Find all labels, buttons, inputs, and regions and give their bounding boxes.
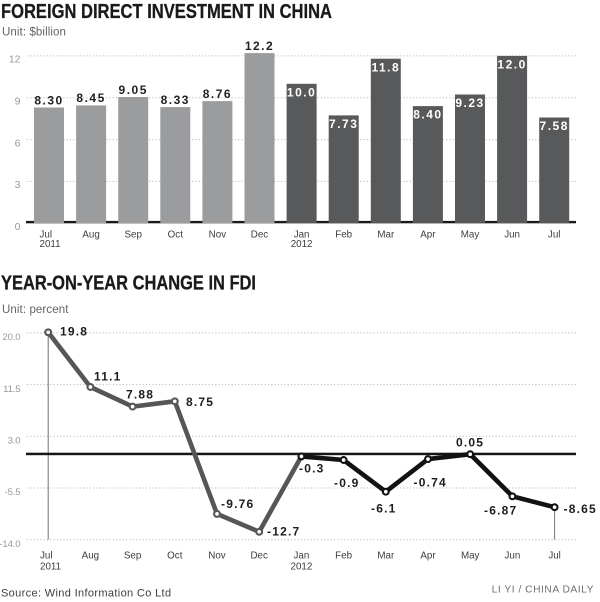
- svg-text:-14.0: -14.0: [0, 539, 21, 550]
- svg-text:12.2: 12.2: [245, 39, 274, 53]
- svg-text:Oct: Oct: [168, 230, 184, 241]
- svg-text:Nov: Nov: [208, 550, 226, 561]
- svg-text:20.0: 20.0: [2, 332, 20, 343]
- svg-text:-12.7: -12.7: [267, 525, 300, 539]
- svg-text:2011: 2011: [40, 239, 61, 250]
- svg-text:Feb: Feb: [335, 550, 352, 561]
- svg-text:-5.5: -5.5: [5, 487, 21, 498]
- svg-text:Jan: Jan: [294, 230, 310, 241]
- svg-text:FOREIGN DIRECT INVESTMENT IN C: FOREIGN DIRECT INVESTMENT IN CHINA: [1, 1, 332, 23]
- svg-text:6: 6: [15, 137, 21, 149]
- svg-text:10.0: 10.0: [287, 85, 316, 99]
- svg-text:-0.3: -0.3: [299, 462, 324, 476]
- svg-text:Oct: Oct: [167, 550, 183, 561]
- svg-text:-6.1: -6.1: [371, 502, 396, 516]
- svg-text:2012: 2012: [291, 239, 313, 250]
- svg-text:LI YI / CHINA DAILY: LI YI / CHINA DAILY: [492, 585, 594, 596]
- svg-text:-8.65: -8.65: [564, 502, 597, 516]
- svg-text:8.45: 8.45: [76, 91, 105, 105]
- svg-text:Dec: Dec: [250, 550, 268, 561]
- svg-text:Sep: Sep: [124, 230, 142, 241]
- svg-text:May: May: [461, 550, 480, 561]
- svg-text:Apr: Apr: [420, 550, 436, 561]
- svg-text:8.76: 8.76: [203, 87, 232, 101]
- svg-text:Mar: Mar: [377, 550, 395, 561]
- svg-text:Unit: $billion: Unit: $billion: [2, 27, 66, 39]
- svg-text:9: 9: [15, 96, 21, 108]
- svg-text:9.05: 9.05: [119, 83, 148, 97]
- svg-text:19.8: 19.8: [60, 325, 88, 339]
- svg-text:Unit: percent: Unit: percent: [2, 304, 69, 316]
- svg-text:YEAR-ON-YEAR CHANGE IN FDI: YEAR-ON-YEAR CHANGE IN FDI: [1, 273, 256, 295]
- svg-text:0.05: 0.05: [456, 436, 484, 450]
- svg-text:12.0: 12.0: [497, 58, 526, 72]
- svg-text:Jan: Jan: [294, 550, 310, 561]
- svg-text:8.75: 8.75: [186, 395, 214, 409]
- svg-text:0: 0: [15, 221, 21, 233]
- svg-text:-0.74: -0.74: [414, 476, 447, 490]
- svg-text:11.5: 11.5: [3, 384, 20, 395]
- svg-text:Jun: Jun: [505, 550, 521, 561]
- svg-text:Dec: Dec: [251, 230, 269, 241]
- svg-text:2012: 2012: [291, 561, 313, 572]
- svg-text:7.88: 7.88: [126, 388, 154, 402]
- svg-text:2011: 2011: [40, 561, 61, 572]
- svg-text:Jul: Jul: [40, 550, 53, 561]
- svg-text:Aug: Aug: [82, 230, 99, 241]
- svg-text:12: 12: [9, 54, 21, 66]
- svg-text:Mar: Mar: [377, 230, 395, 241]
- svg-text:8.40: 8.40: [413, 108, 442, 122]
- svg-text:Apr: Apr: [420, 230, 436, 241]
- svg-text:8.33: 8.33: [161, 93, 190, 107]
- svg-text:8.30: 8.30: [34, 93, 63, 107]
- svg-text:3: 3: [15, 179, 21, 191]
- svg-text:7.58: 7.58: [540, 119, 569, 133]
- svg-text:Aug: Aug: [82, 550, 99, 561]
- svg-text:Jul: Jul: [548, 230, 561, 241]
- svg-text:Source: Wind Information Co Lt: Source: Wind Information Co Ltd: [1, 588, 171, 600]
- svg-text:Nov: Nov: [209, 230, 227, 241]
- svg-text:Jun: Jun: [504, 230, 520, 241]
- svg-text:9.23: 9.23: [455, 96, 484, 110]
- svg-text:11.1: 11.1: [94, 370, 122, 384]
- svg-text:Sep: Sep: [124, 550, 142, 561]
- svg-text:Jul: Jul: [40, 230, 53, 241]
- svg-text:11.8: 11.8: [371, 60, 400, 74]
- svg-text:-0.9: -0.9: [334, 476, 359, 490]
- svg-text:7.73: 7.73: [329, 117, 358, 131]
- svg-text:Jul: Jul: [548, 550, 561, 561]
- svg-text:Feb: Feb: [335, 230, 352, 241]
- svg-text:-6.87: -6.87: [484, 504, 517, 518]
- svg-text:May: May: [461, 230, 480, 241]
- svg-text:-9.76: -9.76: [221, 497, 254, 511]
- svg-text:3.0: 3.0: [8, 436, 21, 447]
